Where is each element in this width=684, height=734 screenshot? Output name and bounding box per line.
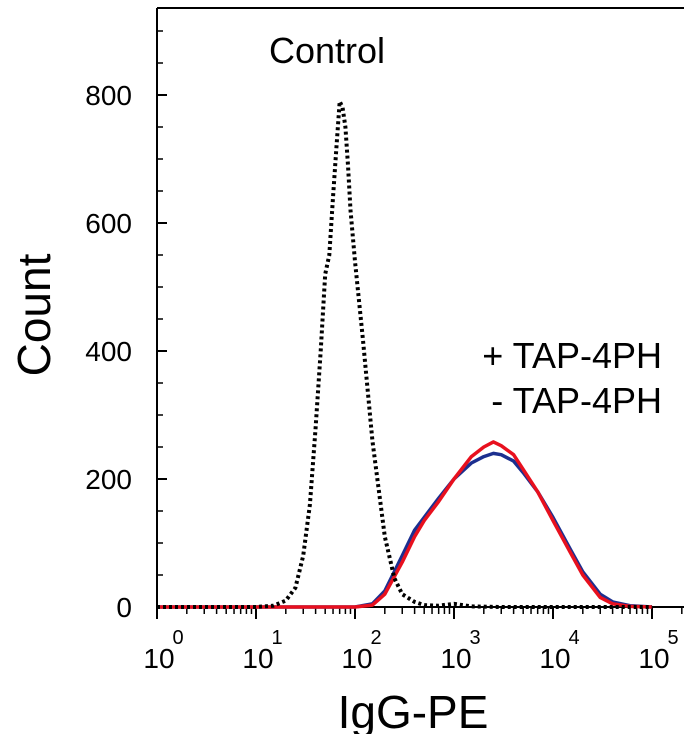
y-axis-ticks: 0 200 400 600 800: [85, 30, 167, 623]
series-line-2: [157, 99, 652, 609]
x-tick-exponent: 2: [370, 627, 381, 649]
legend-entry-plus-tap-4ph: + TAP-4PH: [482, 335, 662, 376]
y-tick-label: 0: [116, 592, 132, 623]
x-tick-exponent: 1: [271, 627, 282, 649]
x-tick-label: 10: [638, 643, 669, 674]
series-line-0: [157, 451, 653, 609]
x-tick-label: 10: [242, 643, 273, 674]
x-tick-label: 10: [539, 643, 570, 674]
x-tick-label: 10: [341, 643, 372, 674]
legend: + TAP-4PH - TAP-4PH: [482, 335, 662, 421]
x-tick-label: 10: [143, 643, 174, 674]
y-axis-label: Count: [8, 253, 60, 376]
y-tick-label: 400: [85, 336, 132, 367]
x-tick-label: 10: [440, 643, 471, 674]
x-tick-exponent: 4: [568, 627, 579, 649]
x-tick-exponent: 0: [172, 627, 183, 649]
series-layer: [157, 99, 653, 609]
plot-frame: [156, 7, 684, 608]
x-tick-exponent: 5: [667, 627, 678, 649]
series-line-1: [157, 440, 653, 609]
x-axis-label: IgG-PE: [338, 686, 489, 734]
y-tick-label: 200: [85, 464, 132, 495]
control-annotation: Control: [269, 30, 385, 71]
x-tick-exponent: 3: [469, 627, 480, 649]
legend-entry-minus-tap-4ph: - TAP-4PH: [491, 380, 662, 421]
y-tick-label: 600: [85, 208, 132, 239]
y-tick-label: 800: [85, 80, 132, 111]
